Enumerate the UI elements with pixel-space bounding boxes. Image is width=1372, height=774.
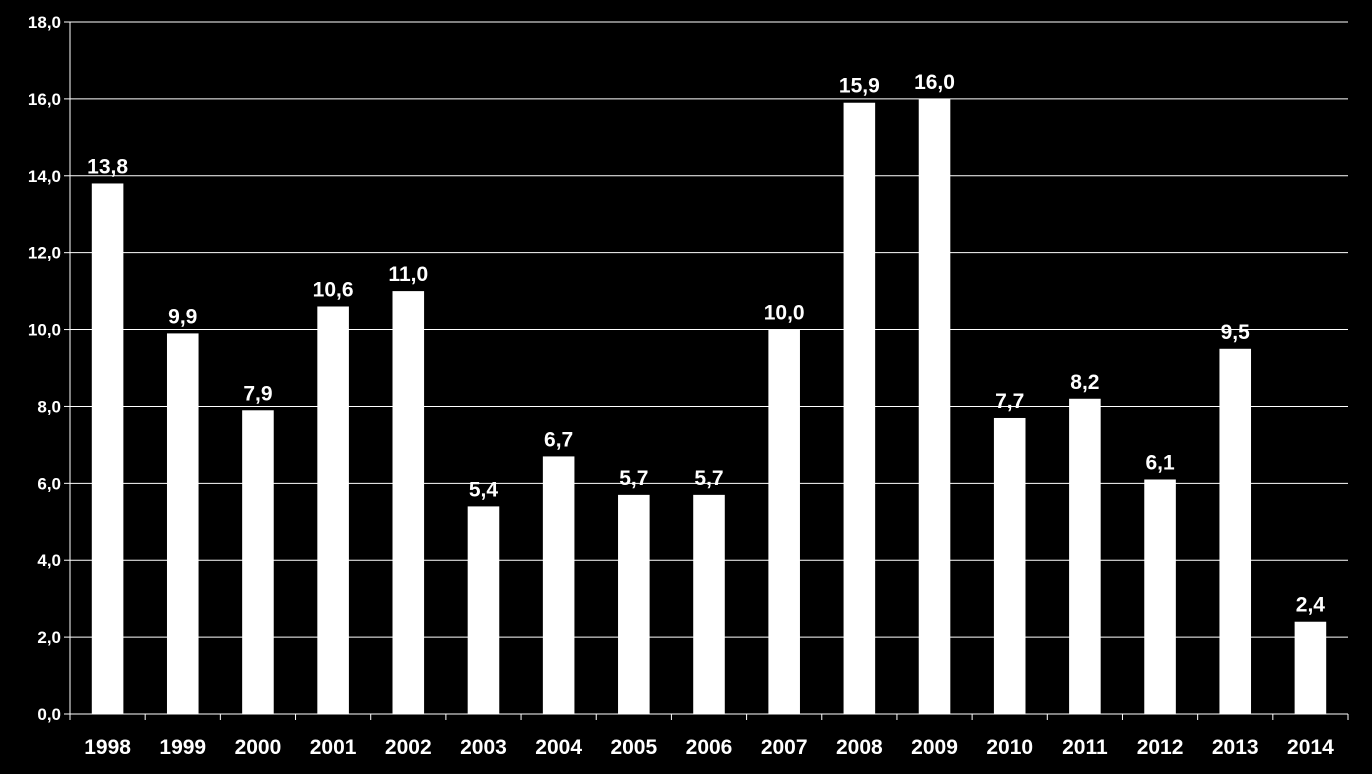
x-axis-tick-labels: 1998 1999 2000 2001 2002 2003 2004 2005 2006 2007… — [84, 736, 1334, 759]
x-tick-label-2003: 2003 — [460, 736, 507, 759]
x-tick-label-2004: 2004 — [535, 736, 582, 759]
x-tick-label-1999: 1999 — [159, 736, 206, 759]
y-axis-tick-labels: 0,0 2,0 4,0 6,0 8,0 10,0 12,0 14,0 16,0 18,0 — [28, 13, 61, 724]
x-tick-label-2002: 2002 — [385, 736, 432, 759]
x-tick-label-2013: 2013 — [1212, 736, 1259, 759]
y-tick-label: 4,0 — [37, 551, 61, 570]
y-tick-label: 0,0 — [37, 705, 61, 724]
data-label-2011: 8,2 — [1070, 371, 1099, 394]
data-label-2002: 11,0 — [388, 263, 428, 286]
x-tick-label-2005: 2005 — [610, 736, 657, 759]
bar-2007 — [768, 329, 800, 714]
x-tick-label-2000: 2000 — [235, 736, 282, 759]
data-label-2001: 10,6 — [313, 278, 354, 301]
bar-2009 — [918, 98, 951, 714]
y-tick-label: 14,0 — [28, 167, 61, 186]
bars — [91, 98, 1327, 714]
x-tick-label-2006: 2006 — [686, 736, 733, 759]
data-label-2006: 5,7 — [694, 467, 723, 490]
bar-2001 — [317, 306, 349, 714]
bar-2013 — [1219, 348, 1252, 714]
x-tick-label-1998: 1998 — [84, 736, 131, 759]
data-label-2004: 6,7 — [544, 428, 573, 451]
x-tick-label-2008: 2008 — [836, 736, 883, 759]
y-tick-label: 10,0 — [28, 321, 61, 340]
data-label-2007: 10,0 — [764, 302, 805, 325]
data-label-2005: 5,7 — [619, 467, 648, 490]
x-tick-label-2010: 2010 — [986, 736, 1033, 759]
x-tick-label-2012: 2012 — [1137, 736, 1184, 759]
x-tick-label-2007: 2007 — [761, 736, 808, 759]
bar-2000 — [242, 410, 274, 714]
bar-2008 — [843, 102, 876, 714]
bar-2004 — [542, 456, 575, 714]
bar-2012 — [1144, 479, 1176, 714]
y-tick-label: 16,0 — [28, 90, 61, 109]
data-label-2008: 15,9 — [839, 75, 880, 98]
y-tick-label: 12,0 — [28, 244, 61, 263]
data-label-1999: 9,9 — [168, 305, 197, 328]
x-tick-label-2014: 2014 — [1287, 736, 1334, 759]
bar-2011 — [1069, 398, 1101, 714]
y-tick-label: 6,0 — [37, 474, 61, 493]
data-label-2009: 16,0 — [914, 71, 955, 94]
data-label-2003: 5,4 — [469, 478, 499, 501]
bar-2006 — [693, 494, 725, 714]
bar-2010 — [993, 417, 1026, 714]
x-tick-label-2001: 2001 — [310, 736, 357, 759]
data-label-1998: 13,8 — [87, 155, 128, 178]
data-label-2000: 7,9 — [243, 382, 272, 405]
y-tick-label: 8,0 — [37, 397, 61, 416]
y-tick-label: 18,0 — [28, 13, 61, 32]
data-label-2012: 6,1 — [1145, 451, 1175, 474]
bar-2005 — [618, 494, 650, 714]
data-label-2010: 7,7 — [995, 390, 1024, 413]
bar-2014 — [1294, 621, 1327, 714]
data-labels: 13,8 9,9 7,9 10,6 11,0 5,4 6,7 5,7 5,7 10,0 15,9 16… — [87, 71, 1325, 617]
bar-2002 — [392, 291, 425, 714]
bar-1999 — [166, 333, 199, 714]
data-label-2013: 9,5 — [1221, 321, 1251, 344]
bar-1998 — [91, 183, 124, 714]
bar-2003 — [467, 506, 500, 714]
x-tick-label-2009: 2009 — [911, 736, 958, 759]
x-tick-label-2011: 2011 — [1062, 736, 1108, 759]
y-tick-label: 2,0 — [37, 628, 61, 647]
data-label-2014: 2,4 — [1296, 594, 1326, 617]
